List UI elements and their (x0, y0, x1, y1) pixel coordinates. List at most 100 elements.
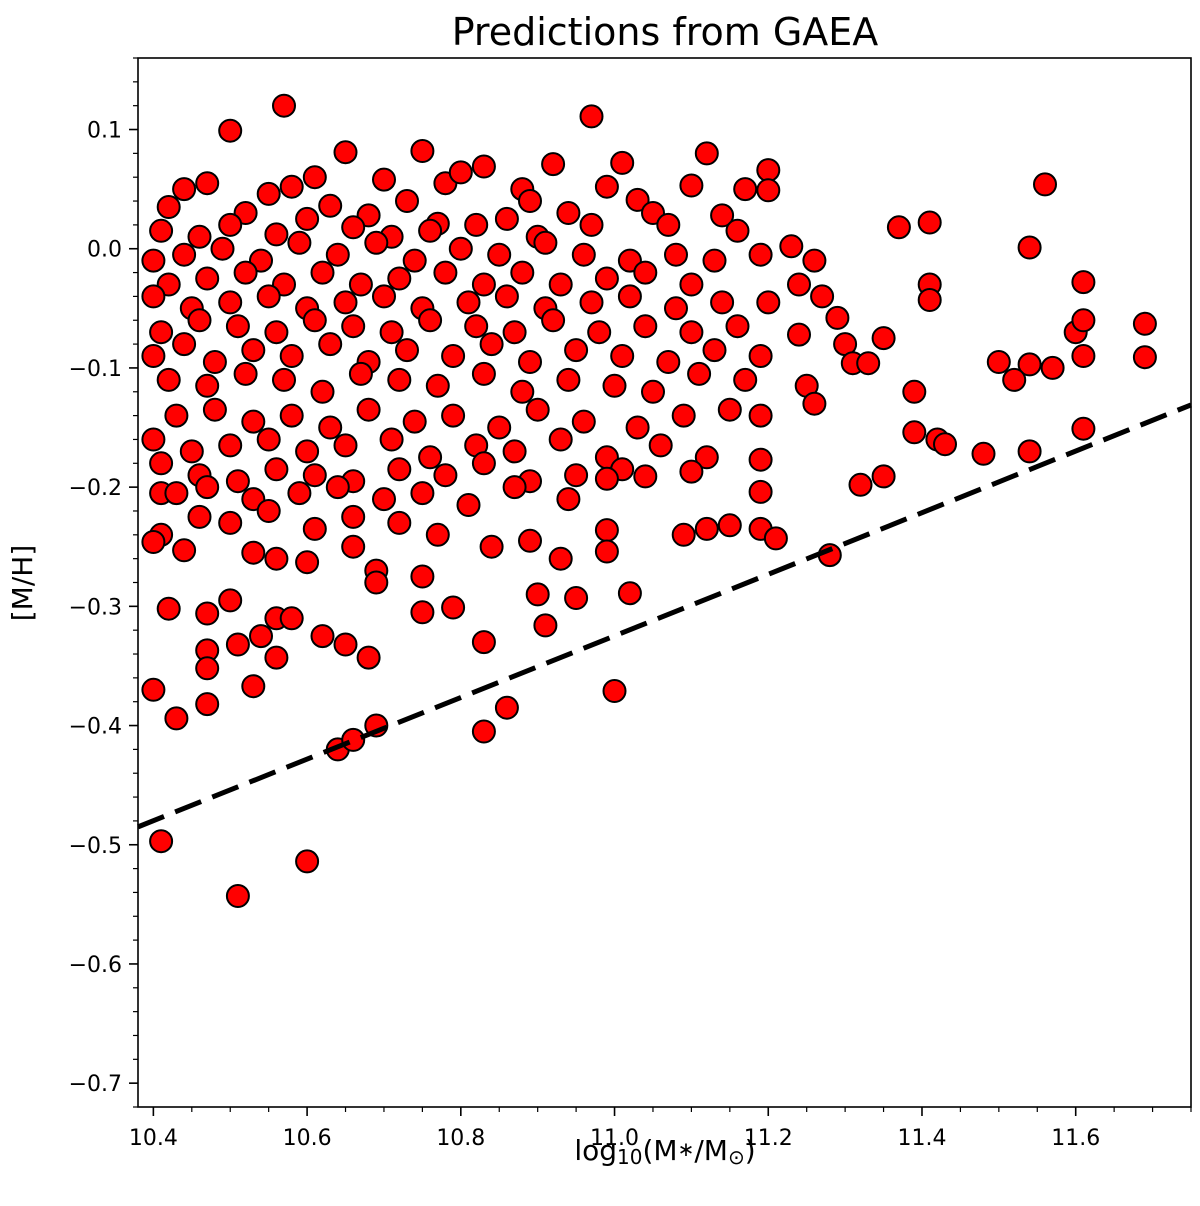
data-point (372, 487, 396, 512)
data-point (172, 538, 197, 563)
data-point (241, 674, 266, 699)
data-point (272, 367, 296, 392)
data-point (295, 550, 320, 575)
plot-area (137, 93, 1192, 908)
data-point (471, 451, 496, 476)
data-point (410, 564, 435, 589)
dashed-trend-line (137, 402, 1192, 830)
data-point (579, 212, 604, 237)
data-point (410, 139, 435, 163)
data-point (202, 397, 227, 422)
data-point (225, 314, 250, 339)
y-axis-ticks: 0.1 0.0 −0.1 −0.2 −0.3 −0.4 −0.5 −0.6 −0.7 (69, 57, 138, 1108)
data-point (341, 727, 366, 752)
data-point (302, 463, 327, 488)
data-point (664, 296, 688, 321)
data-point (687, 361, 712, 386)
data-point (564, 463, 589, 488)
data-point (610, 150, 635, 175)
data-point (694, 516, 719, 541)
data-point (471, 154, 496, 179)
data-point (694, 141, 719, 166)
data-point (487, 242, 512, 267)
data-point (264, 222, 289, 247)
data-point (448, 236, 473, 261)
data-point (195, 656, 220, 681)
data-point (156, 596, 181, 621)
data-point (318, 332, 343, 357)
data-point (556, 367, 581, 392)
data-point (156, 195, 181, 219)
data-point (471, 272, 496, 297)
data-point (625, 187, 650, 212)
y-tick-label: 0.1 (87, 119, 122, 144)
data-point (671, 522, 696, 547)
data-point (418, 218, 443, 243)
data-point (502, 475, 527, 500)
data-point (525, 397, 550, 422)
data-point (756, 158, 781, 183)
data-point (802, 248, 827, 273)
data-point (195, 266, 220, 291)
data-point (218, 118, 243, 143)
data-point (164, 481, 189, 506)
data-point (410, 600, 435, 625)
x-axis-ticks: 10.4 10.6 10.8 11.0 11.2 11.4 11.6 (129, 1107, 1192, 1151)
data-point (287, 230, 312, 255)
data-point (1002, 367, 1027, 392)
data-point (356, 397, 381, 422)
data-point (748, 344, 773, 368)
data-point (456, 290, 481, 315)
data-point (187, 504, 212, 529)
data-point (594, 266, 619, 291)
data-point (233, 260, 258, 285)
data-point (402, 248, 427, 273)
data-point (149, 451, 174, 476)
data-point (164, 706, 189, 731)
data-point (310, 624, 335, 649)
data-point (733, 177, 758, 202)
x-axis-label: log10(M∗/M⊙) (574, 1134, 755, 1169)
data-point (187, 224, 212, 249)
data-point (917, 288, 942, 312)
x-tick-label: 10.6 (283, 1126, 332, 1151)
data-point (710, 290, 735, 315)
data-point (149, 320, 174, 345)
data-point (679, 272, 704, 297)
data-point (971, 441, 996, 466)
data-point (518, 350, 542, 374)
data-point (725, 218, 750, 243)
data-point (456, 493, 481, 517)
data-point (541, 308, 566, 333)
data-point (556, 487, 581, 512)
data-point (256, 284, 281, 309)
data-point (671, 403, 696, 428)
data-point (1040, 355, 1065, 380)
data-point (202, 350, 227, 374)
data-point (241, 540, 266, 565)
data-point (218, 290, 243, 315)
data-point (902, 379, 927, 404)
data-point (264, 320, 289, 345)
data-point (1132, 311, 1157, 336)
data-point (787, 272, 811, 297)
data-point (310, 379, 335, 404)
data-point (279, 344, 304, 368)
x-tick-label: 10.4 (129, 1126, 178, 1151)
data-point (256, 181, 281, 206)
data-point (218, 212, 243, 237)
data-point (479, 534, 504, 559)
data-point (225, 469, 250, 494)
data-point (172, 332, 197, 357)
data-point (518, 528, 542, 553)
data-point (395, 189, 419, 213)
data-point (249, 624, 273, 649)
data-point (471, 630, 496, 655)
data-point (717, 513, 742, 538)
data-point (856, 351, 881, 376)
data-point (810, 284, 835, 309)
data-point (1071, 270, 1096, 295)
data-point (1071, 416, 1096, 441)
data-point (748, 447, 773, 472)
